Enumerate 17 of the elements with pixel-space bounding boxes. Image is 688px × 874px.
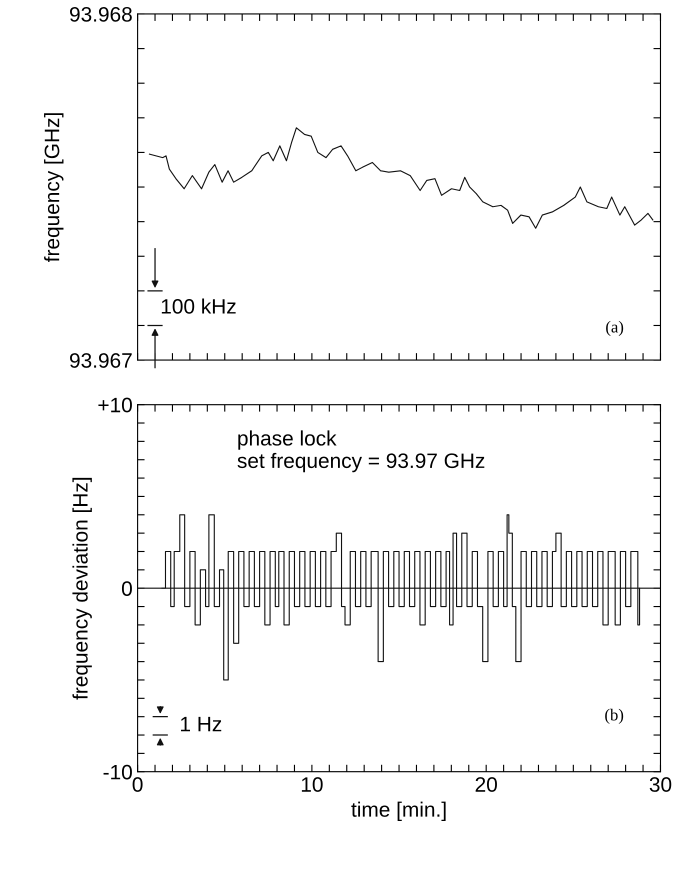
- x-tick-label: 0: [132, 777, 143, 792]
- x-tick-label: 30: [650, 777, 672, 792]
- annotation: phase lock set frequency = 93.97 GHz: [238, 430, 484, 472]
- annotation: 100 kHz: [162, 298, 236, 314]
- y-tick-label: -10: [104, 764, 132, 780]
- y-axis-title: frequency [GHz]: [44, 113, 64, 262]
- x-tick-label: 10: [302, 777, 323, 792]
- y-tick-label: 0: [122, 581, 132, 596]
- y-tick-label: +10: [98, 398, 132, 412]
- annotation: 1 Hz: [181, 716, 222, 732]
- annotation: (b): [605, 708, 624, 724]
- x-axis-title: time [min.]: [351, 802, 446, 821]
- annotation: (a): [606, 320, 624, 336]
- y-axis-title: frequency deviation [Hz]: [72, 478, 92, 700]
- y-tick-label: 93.968: [70, 6, 132, 22]
- y-tick-label: 93.967: [70, 353, 132, 368]
- x-tick-label: 20: [476, 777, 497, 792]
